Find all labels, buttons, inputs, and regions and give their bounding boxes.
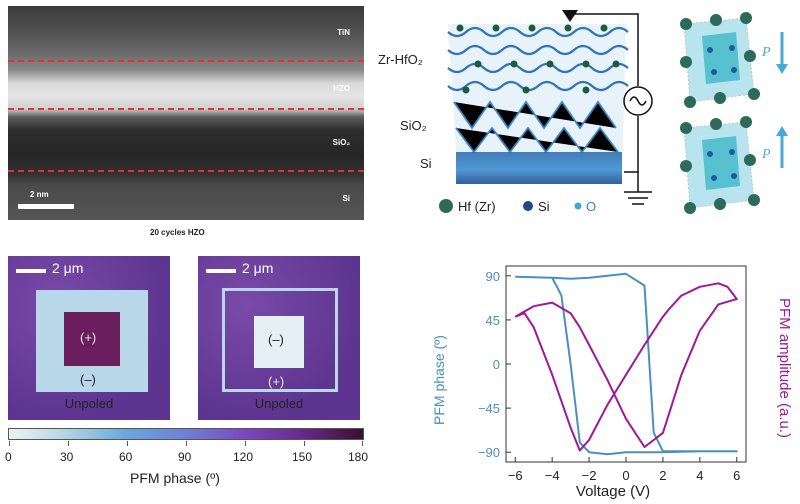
tip-marker-icon bbox=[562, 10, 578, 22]
layer-label-tin: TiN bbox=[337, 28, 350, 37]
map-scale-label: 2 μm bbox=[52, 260, 84, 276]
hysteresis-chart: −6 −4 −2 0 2 4 6 90 45 0 −45 −90 Voltage (V) PFM ph… bbox=[431, 265, 793, 500]
structure-schematic: P P Hf (Zr) Si O bbox=[439, 10, 788, 214]
x-tick-label: −6 bbox=[508, 468, 523, 483]
map-scale-label: 2 μm bbox=[242, 260, 274, 276]
unpoled-label: Unpoled bbox=[254, 396, 304, 411]
colorbar-tick: 0 bbox=[5, 450, 12, 464]
hf-atom-icon bbox=[439, 199, 453, 213]
inner-poled-region bbox=[64, 312, 120, 366]
unpoled-label: Unpoled bbox=[64, 396, 114, 411]
x-tick-label: 6 bbox=[733, 468, 740, 483]
polarization-label-up: P bbox=[761, 147, 771, 162]
x-tick-label: 0 bbox=[622, 468, 629, 483]
plot-frame bbox=[505, 265, 747, 463]
atom-legend: Hf (Zr) Si O bbox=[439, 199, 596, 214]
layer-label-si: Si bbox=[342, 194, 350, 203]
colorbar-tick: 60 bbox=[119, 450, 133, 464]
layer-label-sio2: SiO₂ bbox=[332, 138, 350, 147]
interface-line-1 bbox=[8, 60, 364, 62]
inner-poled-region bbox=[254, 316, 304, 368]
polarization-arrows bbox=[776, 32, 788, 168]
colorbar-tick: 90 bbox=[178, 450, 192, 464]
polarization-label-down: P bbox=[761, 45, 771, 60]
colorbar-title: PFM phase (º) bbox=[130, 470, 220, 486]
circuit-wires bbox=[570, 13, 652, 205]
colorbar-tick: 30 bbox=[60, 450, 74, 464]
colorbar-tick: 150 bbox=[292, 450, 313, 464]
y-tick-label: 45 bbox=[486, 313, 500, 328]
legend-o: O bbox=[586, 199, 596, 214]
tem-caption: 20 cycles HZO bbox=[150, 228, 205, 237]
outer-polarity: (–) bbox=[80, 372, 96, 387]
unit-cell-down bbox=[680, 116, 760, 214]
legend-si: Si bbox=[538, 199, 550, 214]
y-tick-label: 0 bbox=[493, 357, 500, 372]
phase-series-line bbox=[515, 272, 738, 456]
legend-hf: Hf (Zr) bbox=[458, 199, 496, 214]
colorbar-tick: 180 bbox=[348, 450, 369, 464]
x-tick-label: 2 bbox=[659, 468, 666, 483]
y2-axis-label: PFM amplitude (a.u.) bbox=[776, 298, 793, 438]
pfm-map-1: 2 μm (+) (–) Unpoled bbox=[8, 256, 170, 420]
colorbar-tick: 120 bbox=[233, 450, 254, 464]
chart-axes: −6 −4 −2 0 2 4 6 90 45 0 −45 −90 bbox=[478, 265, 747, 483]
y-tick-label: −90 bbox=[478, 445, 500, 460]
interface-line-2 bbox=[8, 108, 364, 110]
label-si: Si bbox=[420, 156, 432, 171]
tem-image: TiN HZO SiO₂ Si 2 nm bbox=[8, 6, 364, 220]
phase-colorbar bbox=[8, 428, 364, 440]
unit-cell-up bbox=[680, 12, 760, 108]
y-axis-label: PFM phase (º) bbox=[431, 335, 447, 425]
o-atom-icon bbox=[574, 202, 582, 210]
amplitude-series-line bbox=[514, 282, 738, 452]
y-tick-label: −45 bbox=[478, 401, 500, 416]
x-tick-label: −4 bbox=[545, 468, 560, 483]
tem-scale-label: 2 nm bbox=[30, 190, 49, 199]
label-sio2: SiO₂ bbox=[400, 118, 427, 133]
label-zr-hfo2: Zr-HfO₂ bbox=[378, 52, 423, 67]
map-scale-bar bbox=[16, 269, 46, 273]
chart-series bbox=[514, 272, 738, 456]
si-atom-icon bbox=[523, 201, 533, 211]
pfm-map-2: 2 μm (–) (+) Unpoled bbox=[198, 256, 360, 420]
interface-line-3 bbox=[8, 170, 364, 172]
x-tick-label: 4 bbox=[696, 468, 703, 483]
inner-polarity: (+) bbox=[80, 330, 97, 345]
layer-label-hzo: HZO bbox=[333, 84, 350, 93]
x-tick-label: −2 bbox=[582, 468, 597, 483]
x-axis-label: Voltage (V) bbox=[576, 483, 650, 500]
tem-scale-bar bbox=[18, 204, 74, 209]
lattice-block bbox=[447, 24, 629, 184]
y-tick-label: 90 bbox=[486, 269, 500, 284]
inner-polarity: (–) bbox=[268, 332, 284, 347]
outer-poled-region bbox=[222, 288, 338, 392]
outer-polarity: (+) bbox=[268, 374, 285, 389]
map-scale-bar bbox=[206, 269, 236, 273]
